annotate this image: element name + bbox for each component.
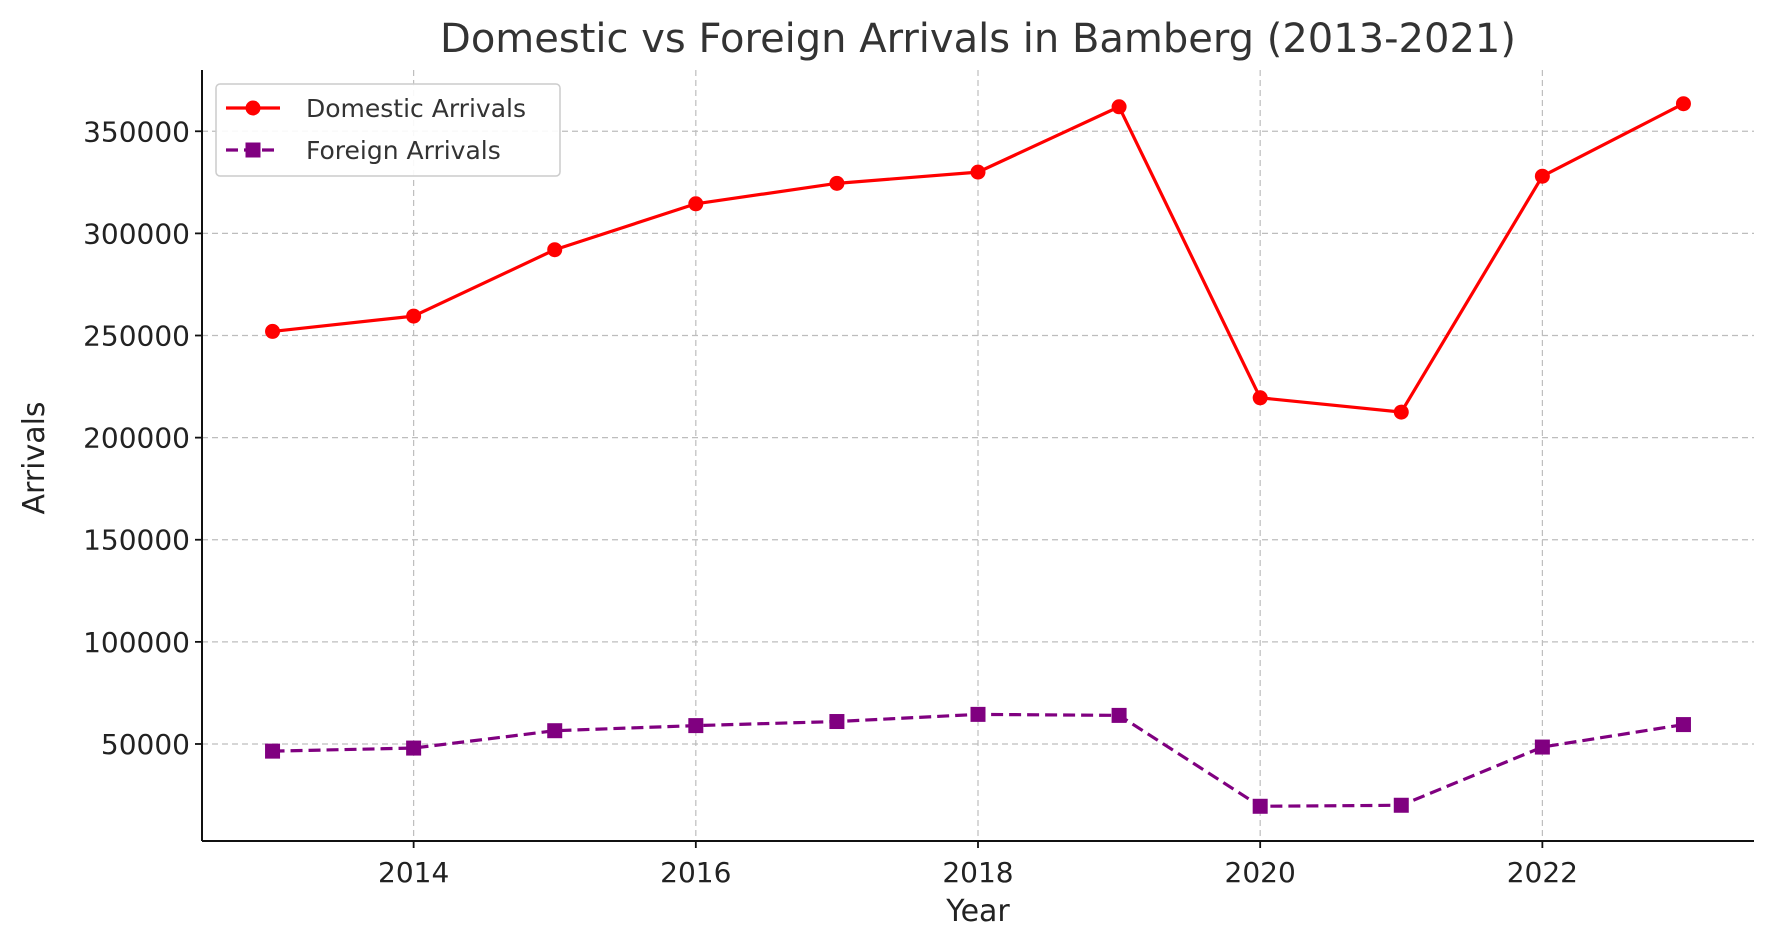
y-axis-label: Arrivals — [17, 401, 52, 514]
data-point — [970, 706, 986, 722]
data-point — [829, 714, 845, 730]
chart-title: Domestic vs Foreign Arrivals in Bamberg … — [440, 16, 1516, 62]
data-point — [688, 718, 704, 734]
legend-label-domestic-arrivals: Domestic Arrivals — [306, 94, 526, 123]
data-point — [265, 323, 281, 339]
x-tick-label: 2016 — [660, 856, 731, 889]
data-point — [829, 175, 845, 191]
y-tick-label: 300000 — [83, 217, 190, 250]
data-point — [1393, 404, 1409, 420]
data-point — [1111, 99, 1127, 115]
series-domestic-arrivals — [265, 96, 1691, 420]
data-point — [1111, 707, 1127, 723]
data-point — [1675, 96, 1691, 112]
series-foreign-arrivals — [265, 706, 1691, 814]
data-point — [970, 164, 986, 180]
x-tick-label: 2022 — [1507, 856, 1578, 889]
legend-box — [215, 83, 561, 177]
y-tick-label: 50000 — [101, 728, 190, 761]
data-point — [1252, 798, 1268, 814]
data-point — [1393, 797, 1409, 813]
data-point — [1534, 168, 1550, 184]
data-point — [406, 740, 422, 756]
y-tick-label: 250000 — [83, 320, 190, 353]
y-tick-label: 200000 — [83, 422, 190, 455]
legend: Domestic Arrivals Foreign Arrivals — [215, 83, 561, 177]
data-point — [1534, 739, 1550, 755]
legend-marker-foreign-arrivals — [245, 142, 261, 158]
series-layer — [265, 96, 1691, 814]
x-axis-label: Year — [945, 894, 1010, 929]
data-point — [547, 242, 563, 258]
data-point — [265, 743, 281, 759]
data-point — [1252, 390, 1268, 406]
y-tick-label: 100000 — [83, 626, 190, 659]
legend-marker-domestic-arrivals — [245, 100, 261, 116]
data-point — [688, 196, 704, 212]
y-tick-label: 350000 — [83, 115, 190, 148]
x-tick-label: 2018 — [942, 856, 1013, 889]
legend-label-foreign-arrivals: Foreign Arrivals — [306, 136, 501, 165]
grid — [202, 70, 1754, 841]
data-point — [406, 308, 422, 324]
x-tick-label: 2014 — [378, 856, 449, 889]
data-point — [547, 723, 563, 739]
x-tick-label: 2020 — [1225, 856, 1296, 889]
data-point — [1675, 717, 1691, 733]
y-tick-label: 150000 — [83, 524, 190, 557]
axes: 2014 2016 2018 2020 2022 50000 100000 150000 200… — [83, 70, 1754, 889]
